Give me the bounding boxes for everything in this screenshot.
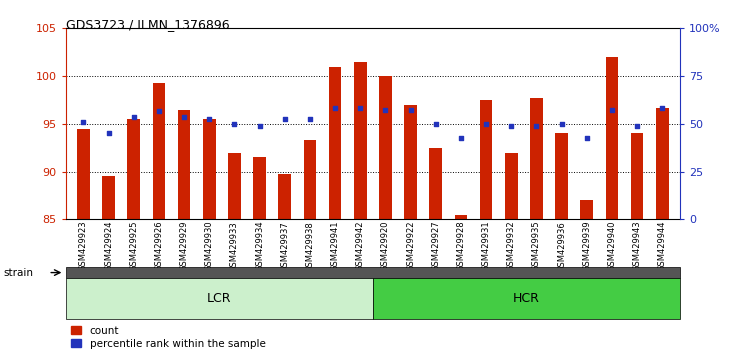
Point <box>480 121 492 127</box>
Point <box>531 123 542 129</box>
Bar <box>77 129 90 219</box>
Bar <box>329 67 341 219</box>
Bar <box>102 177 115 219</box>
Bar <box>253 157 266 219</box>
Bar <box>480 100 493 219</box>
Bar <box>178 110 190 219</box>
Point <box>656 105 668 110</box>
Point <box>505 123 517 129</box>
Point <box>279 116 291 122</box>
Point <box>355 105 366 110</box>
Point <box>606 107 618 113</box>
Bar <box>153 83 165 219</box>
Point <box>556 121 567 127</box>
Bar <box>429 148 442 219</box>
Point <box>455 135 466 141</box>
Bar <box>656 108 669 219</box>
Point <box>203 116 215 122</box>
Point <box>77 119 89 125</box>
Point <box>153 109 164 114</box>
Bar <box>228 153 240 219</box>
Point <box>581 135 593 141</box>
Point <box>254 123 265 129</box>
Point <box>329 105 341 110</box>
Bar <box>505 153 518 219</box>
Bar <box>404 105 417 219</box>
Text: LCR: LCR <box>207 292 232 305</box>
Bar <box>127 119 140 219</box>
Bar <box>303 140 317 219</box>
Text: HCR: HCR <box>513 292 539 305</box>
Bar <box>455 215 467 219</box>
Bar <box>354 62 366 219</box>
Text: strain: strain <box>4 268 34 278</box>
Point <box>178 114 190 120</box>
Bar <box>580 200 593 219</box>
Bar <box>556 133 568 219</box>
Legend: count, percentile rank within the sample: count, percentile rank within the sample <box>71 326 265 349</box>
Point <box>430 121 442 127</box>
Bar <box>605 57 618 219</box>
Bar <box>379 76 392 219</box>
Bar <box>530 98 542 219</box>
Point <box>128 114 140 120</box>
Point <box>304 116 316 122</box>
Text: GDS3723 / ILMN_1376896: GDS3723 / ILMN_1376896 <box>66 18 230 31</box>
Point <box>631 123 643 129</box>
Bar <box>203 119 216 219</box>
Point <box>379 107 391 113</box>
Bar <box>631 133 643 219</box>
Point <box>103 131 115 136</box>
Point <box>405 107 417 113</box>
Point <box>229 121 240 127</box>
Bar <box>279 173 291 219</box>
